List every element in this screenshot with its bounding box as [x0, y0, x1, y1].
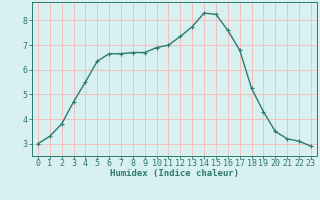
X-axis label: Humidex (Indice chaleur): Humidex (Indice chaleur) — [110, 169, 239, 178]
